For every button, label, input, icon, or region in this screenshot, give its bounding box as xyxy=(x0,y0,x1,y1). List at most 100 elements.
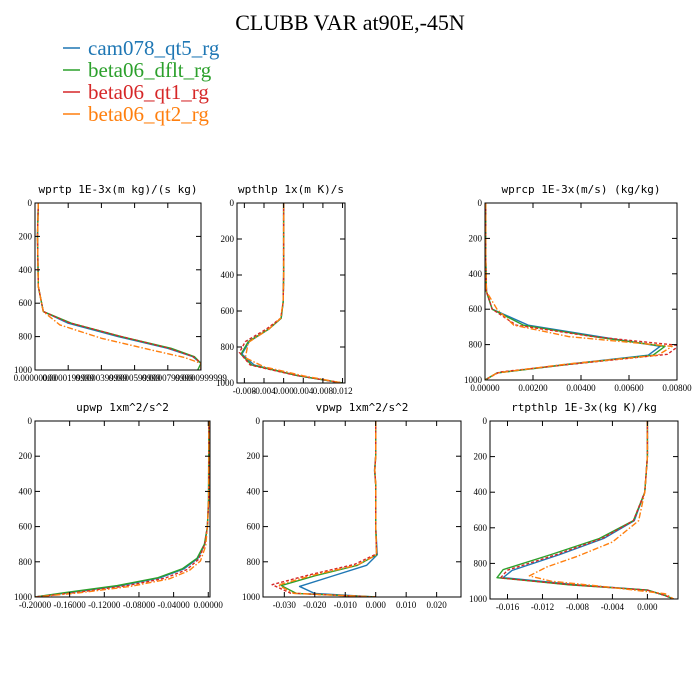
panel-1-xtick-label-3: 0.0000599999 xyxy=(109,373,161,383)
legend-label-cam078: cam078_qt5_rg xyxy=(88,36,220,60)
panel-2-line-beta06_qt2_rg xyxy=(244,203,343,383)
panel-5-title: vpwp 1xm^2/s^2 xyxy=(316,401,409,414)
panel-5-ytick-label-5: 1000 xyxy=(242,592,261,602)
panel-5-line-beta06_qt1_rg xyxy=(271,421,378,597)
panel-3-line-beta06_qt2_rg xyxy=(485,203,673,380)
panel-3-series xyxy=(485,203,677,380)
panel-3-xtick-label-4: 0.00800 xyxy=(662,383,692,393)
panel-4-series xyxy=(35,421,210,597)
panel-2-ytick-label-4: 800 xyxy=(221,342,235,352)
panel-4-ytick-label-0: 0 xyxy=(28,416,33,426)
panel-3-ytick-label-0: 0 xyxy=(478,198,483,208)
panel-5-frame xyxy=(262,420,462,598)
panel-4-ytick-label-1: 200 xyxy=(19,451,33,461)
panel-6-frame xyxy=(489,420,679,600)
panel-6-xtick-label-4: 0.000 xyxy=(637,602,658,612)
panel-1-series xyxy=(36,203,201,370)
panel-6-xtick-label-1: -0.012 xyxy=(531,602,554,612)
panel-1-line-beta06_qt1_rg xyxy=(36,203,201,370)
panels-grid: wprtp 1E-3x(m kg)/(s kg) 0 200 400 600 800 100… xyxy=(14,183,693,612)
panel-1-line-beta06_qt2_rg xyxy=(36,203,201,370)
panel-5-xtick-label-3: 0.000 xyxy=(366,600,387,610)
panel-2-xtick-label-5: 0.012 xyxy=(332,386,352,396)
panel-1-xtick-label-5: 0.0000999999 xyxy=(175,373,227,383)
panel-1-xtick-label-1: 0.0000199999 xyxy=(42,373,94,383)
panel-3-ytick-label-2: 400 xyxy=(469,269,483,279)
panel-3-title: wprcp 1E-3x(m/s) (kg/kg) xyxy=(502,183,661,196)
panel-6-line-beta06_qt2_rg xyxy=(528,421,674,599)
panel-6-ytick-label-3: 600 xyxy=(474,523,488,533)
panel-5-ytick-label-3: 600 xyxy=(247,522,261,532)
panel-1: wprtp 1E-3x(m kg)/(s kg) 0 200 400 600 800 100… xyxy=(14,183,228,383)
panel-3-ytick-label-5: 1000 xyxy=(464,375,483,385)
panel-2-xtick-label-4: 0.008 xyxy=(313,386,334,396)
panel-2-ytick-label-0: 0 xyxy=(230,198,235,208)
legend-entry-beta06-dflt: beta06_dflt_rg xyxy=(63,58,212,82)
panel-1-title: wprtp 1E-3x(m kg)/(s kg) xyxy=(39,183,198,196)
panel-3-xtick-label-1: 0.00200 xyxy=(518,383,548,393)
panel-6-ytick-label-2: 400 xyxy=(474,487,488,497)
panel-1-ytick-label-4: 800 xyxy=(19,332,33,342)
panel-5-ytick-label-2: 400 xyxy=(247,486,261,496)
panel-6-ytick-label-0: 0 xyxy=(483,416,488,426)
panel-6-ytick-label-1: 200 xyxy=(474,452,488,462)
panel-3-xtick-label-3: 0.00600 xyxy=(614,383,644,393)
panel-3-line-beta06_qt1_rg xyxy=(485,203,677,380)
legend: cam078_qt5_rg beta06_dflt_rg beta06_qt1_… xyxy=(63,36,220,126)
panel-3-ytick-label-3: 600 xyxy=(469,304,483,314)
panel-6-xtick-label-2: -0.008 xyxy=(566,602,590,612)
panel-3-xtick-label-2: 0.00400 xyxy=(566,383,596,393)
panel-4-line-beta06_dflt_rg xyxy=(35,421,210,597)
panel-6: rtpthlp 1E-3x(kg K)/kg02004006008001000-… xyxy=(469,401,679,612)
panel-1-xtick-label-0: 0.00000000 xyxy=(14,373,57,383)
panel-4-ytick-label-2: 400 xyxy=(19,486,33,496)
panel-6-ytick-label-4: 800 xyxy=(474,558,488,568)
panel-4-xtick-label-3: -0.08000 xyxy=(123,600,156,610)
panel-3: wprcp 1E-3x(m/s) (kg/kg) 0 200 400 600 800 100… xyxy=(464,183,692,393)
panel-2-frame xyxy=(236,202,346,384)
panel-2-xtick-label-0: -0.008 xyxy=(233,386,257,396)
panel-6-line-beta06_qt1_rg xyxy=(499,421,674,599)
panel-4: upwp 1xm^2/s^202004006008001000-0.20000-… xyxy=(14,401,223,610)
panel-1-ytick-label-3: 600 xyxy=(19,298,33,308)
legend-entry-beta06-qt1: beta06_qt1_rg xyxy=(63,80,209,104)
legend-label-beta06-dflt: beta06_dflt_rg xyxy=(88,58,212,82)
panel-5-xtick-label-2: -0.010 xyxy=(334,600,358,610)
panel-2-ytick-label-1: 200 xyxy=(221,234,235,244)
panel-2-series xyxy=(238,203,343,383)
panel-5-line-beta06_qt2_rg xyxy=(277,421,378,597)
panel-6-title: rtpthlp 1E-3x(kg K)/kg xyxy=(511,401,657,414)
panel-5-xtick-label-1: -0.020 xyxy=(303,600,327,610)
panel-4-line-beta06_qt2_rg xyxy=(35,421,210,597)
panel-4-xtick-label-5: 0.00000 xyxy=(194,600,224,610)
panel-1-xtick-label-4: 0.0000799999 xyxy=(142,373,194,383)
panel-1-ytick-label-2: 400 xyxy=(19,265,33,275)
panel-5: vpwp 1xm^2/s^2 0 200 400 600 800 1000 -0.030 -0.… xyxy=(242,401,462,610)
panel-5-xtick-label-0: -0.030 xyxy=(273,600,297,610)
panel-4-frame xyxy=(34,420,211,598)
panel-4-xtick-label-2: -0.12000 xyxy=(88,600,121,610)
legend-entry-cam078: cam078_qt5_rg xyxy=(63,36,220,60)
panel-1-xtick-label-2: 0.0000399999 xyxy=(76,373,128,383)
panel-1-ytick-label-0: 0 xyxy=(28,198,33,208)
panel-5-xtick-label-4: 0.010 xyxy=(396,600,417,610)
panel-2-ytick-label-3: 600 xyxy=(221,306,235,316)
panel-4-title: upwp 1xm^2/s^2 xyxy=(76,401,169,414)
panel-4-ytick-label-5: 1000 xyxy=(14,592,33,602)
panel-3-xtick-label-0: 0.00000 xyxy=(470,383,500,393)
panel-2-ytick-label-2: 400 xyxy=(221,270,235,280)
panel-2-title: wpthlp 1x(m K)/s xyxy=(238,183,344,196)
panel-2-ytick-label-5: 1000 xyxy=(216,378,235,388)
panel-1-frame xyxy=(34,202,202,371)
panel-5-xtick-label-5: 0.020 xyxy=(427,600,448,610)
panel-6-xtick-label-3: -0.004 xyxy=(601,602,625,612)
panel-5-ytick-label-0: 0 xyxy=(256,416,261,426)
panel-4-ytick-label-3: 600 xyxy=(19,522,33,532)
panel-2: wpthlp 1x(m K)/s0 200 400 600 800 1000-0.008-… xyxy=(216,183,353,396)
panel-1-ytick-label-5: 1000 xyxy=(14,365,33,375)
panel-6-xtick-label-0: -0.016 xyxy=(496,602,520,612)
panel-4-xtick-label-0: -0.20000 xyxy=(19,600,52,610)
legend-label-beta06-qt2: beta06_qt2_rg xyxy=(88,102,209,126)
